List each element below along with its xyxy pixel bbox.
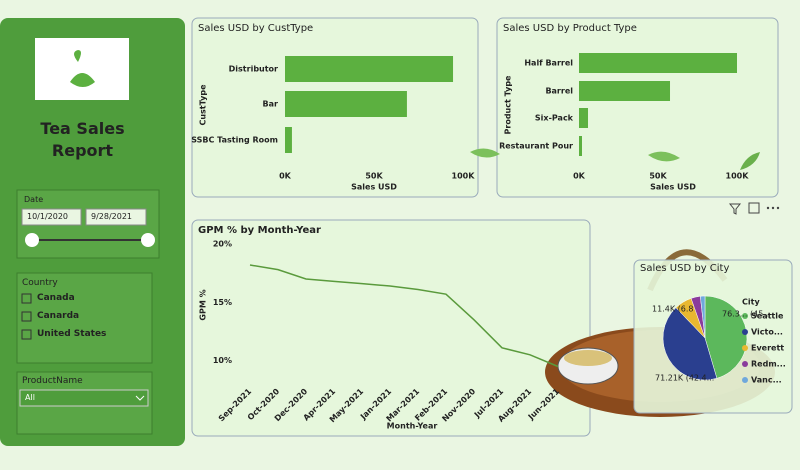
date-end-box[interactable] <box>85 208 147 226</box>
data-label: 71.21K (42.4... <box>655 374 714 383</box>
data-label: 76.3... (45... <box>722 310 771 319</box>
report-title: Tea Sales Report <box>40 119 125 160</box>
legend-label: Redm... <box>751 360 786 369</box>
data-label: 11.4K (6.8%) <box>652 305 704 314</box>
bar <box>285 91 407 117</box>
bar <box>285 127 292 153</box>
legend-label: Everett <box>751 344 784 353</box>
x-tick-label: 0K <box>573 172 586 181</box>
chart-title: Sales USD by Product Type <box>503 23 637 34</box>
category-label: Bar <box>263 100 278 109</box>
x-axis-label: Sales USD <box>650 183 696 192</box>
leaf-decor <box>740 152 760 170</box>
x-tick-label: 100K <box>726 172 750 181</box>
checkbox[interactable] <box>21 329 32 340</box>
logo-leaf <box>74 50 81 62</box>
legend-label: Seattle <box>751 312 784 321</box>
bar <box>579 81 671 101</box>
product-dropdown[interactable] <box>19 389 149 407</box>
bar <box>579 53 737 73</box>
country-label: Country <box>22 278 58 288</box>
y-axis-label: CustType <box>199 84 208 126</box>
line <box>249 264 559 368</box>
x-axis-label: Month-Year <box>387 422 438 431</box>
more-icon[interactable] <box>776 206 780 210</box>
pie-slice <box>662 307 718 381</box>
toolbar <box>728 202 780 215</box>
x-tick-label: 50K <box>365 172 383 181</box>
bar <box>579 136 583 156</box>
legend-label: Vanc... <box>751 376 782 385</box>
panel <box>496 17 779 198</box>
slider-handle[interactable] <box>141 233 155 247</box>
chart-title: Sales USD by City <box>640 263 729 274</box>
leaf-decor <box>470 148 500 158</box>
legend-swatch <box>742 377 748 383</box>
logo-box <box>35 38 129 100</box>
more-icon[interactable] <box>766 206 770 210</box>
panel <box>191 219 591 437</box>
chart-title: GPM % by Month-Year <box>198 225 321 236</box>
legend-swatch <box>742 313 748 319</box>
dropdown-arrow <box>135 395 145 401</box>
category-label: Restaurant Pour <box>499 142 573 151</box>
filter-icon[interactable] <box>728 203 742 215</box>
category-label: Six-Pack <box>535 114 574 123</box>
date-label: Date <box>24 195 44 204</box>
x-tick-label: 50K <box>649 172 667 181</box>
chart-title: Sales USD by CustType <box>198 23 313 34</box>
date-start-box[interactable] <box>21 208 82 226</box>
y-axis-label: GPM % <box>199 289 208 320</box>
y-tick-label: 20% <box>213 240 232 249</box>
legend-title: City <box>742 298 760 307</box>
focus-icon[interactable] <box>748 202 760 214</box>
country-option[interactable]: Canarda <box>37 311 80 321</box>
category-label: Barrel <box>545 87 573 96</box>
category-label: SSBC Tasting Room <box>191 136 278 145</box>
y-axis-label: Product Type <box>504 75 513 135</box>
checkbox[interactable] <box>21 293 32 304</box>
y-tick-label: 15% <box>213 298 232 307</box>
checkbox[interactable] <box>21 311 32 322</box>
bar <box>285 56 454 82</box>
more-icon[interactable] <box>771 206 775 210</box>
product-value[interactable]: All <box>25 393 35 402</box>
date-end[interactable]: 9/28/2021 <box>91 212 133 221</box>
tea-decor <box>564 350 612 366</box>
x-axis-label: Sales USD <box>351 183 397 192</box>
pie-slice <box>700 295 706 339</box>
y-tick-label: 10% <box>213 356 232 365</box>
country-card <box>16 272 153 364</box>
country-option[interactable]: Canada <box>37 293 75 303</box>
slider-handle[interactable] <box>25 233 39 247</box>
x-tick-label: 100K <box>452 172 476 181</box>
legend-swatch <box>742 345 748 351</box>
category-label: Half Barrel <box>524 59 573 68</box>
legend-swatch <box>742 329 748 335</box>
date-start[interactable]: 10/1/2020 <box>27 212 69 221</box>
leaf-decor <box>648 151 680 162</box>
x-tick-label: 0K <box>279 172 292 181</box>
product-label: ProductName <box>22 376 83 386</box>
category-label: Distributor <box>229 65 278 74</box>
legend-label: Victo... <box>751 328 783 337</box>
bar <box>579 108 589 128</box>
legend-swatch <box>742 361 748 367</box>
logo-icon <box>70 73 95 87</box>
country-option[interactable]: United States <box>37 329 107 339</box>
